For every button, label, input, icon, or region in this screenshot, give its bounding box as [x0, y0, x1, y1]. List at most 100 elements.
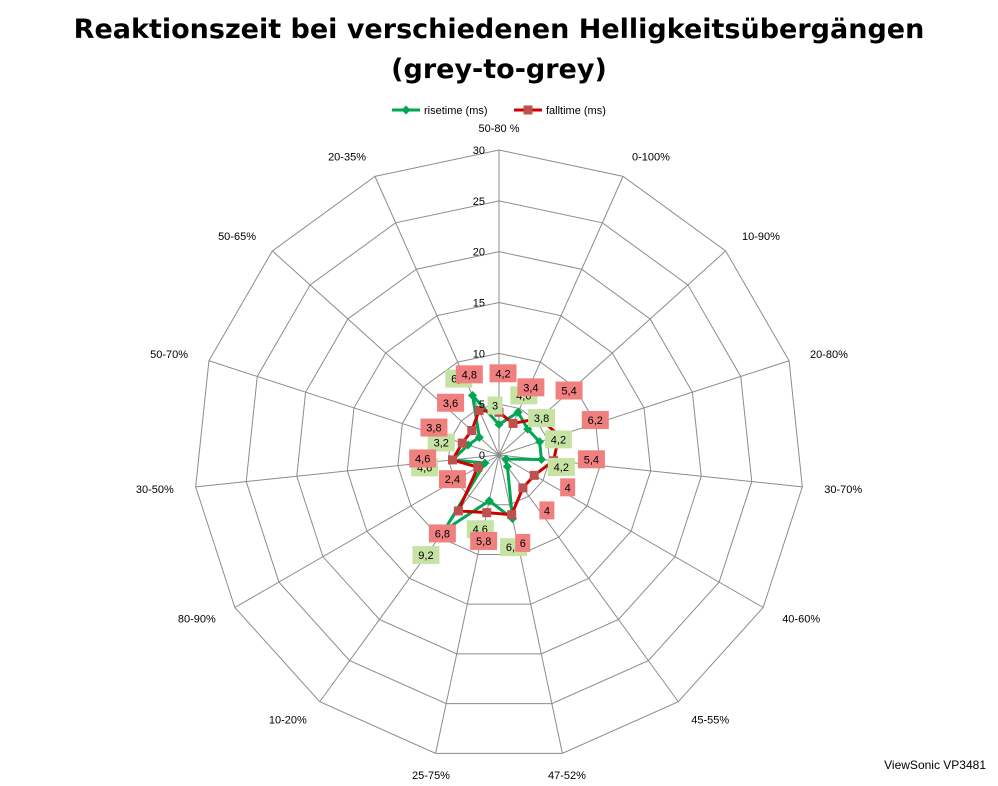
tick-label: 10 [473, 348, 485, 360]
chart-title-line2: (grey-to-grey) [391, 54, 607, 85]
data-label-bg [455, 365, 483, 384]
data-label: 3,4 [523, 382, 538, 394]
falltime-marker [518, 483, 528, 493]
falltime-marker [453, 506, 463, 516]
grid-spoke [319, 454, 500, 703]
tick-label: 0 [479, 450, 485, 462]
radar-grid [195, 149, 803, 754]
legend-label: falltime (ms) [546, 105, 606, 117]
data-label: 3,6 [443, 398, 458, 410]
data-label: 5,4 [561, 386, 576, 398]
data-label-bg [427, 433, 455, 452]
data-label: 6,2 [588, 415, 603, 427]
legend-label: risetime (ms) [424, 105, 488, 117]
falltime-marker [529, 470, 539, 480]
category-label: 20-35% [328, 151, 366, 163]
category-label: 30-50% [136, 484, 174, 496]
risetime-marker [468, 391, 478, 401]
data-label: 3,2 [434, 438, 449, 450]
data-label-bg [487, 396, 503, 415]
risetime-marker [480, 458, 490, 468]
data-label: 4,2 [551, 434, 566, 446]
falltime-marker [508, 418, 518, 428]
category-label: 30-70% [824, 484, 862, 496]
grid-ring [346, 301, 652, 605]
legend-marker [523, 105, 533, 115]
grid-ring [296, 251, 702, 655]
data-label: 5,4 [584, 454, 599, 466]
grid-ring [397, 352, 601, 555]
grid-spoke [498, 454, 679, 703]
data-label-bg [470, 531, 498, 550]
data-label: 3,8 [534, 413, 549, 425]
category-label: 10-20% [269, 715, 307, 727]
tick-label: 20 [473, 247, 485, 259]
risetime-marker [536, 454, 546, 464]
legend: risetime (ms) falltime (ms) [392, 105, 606, 117]
category-label: 50-65% [218, 231, 256, 243]
tick-label: 5 [479, 399, 485, 411]
chart-title-line1: Reaktionszeit bei verschiedenen Helligke… [73, 14, 925, 45]
grid-spoke [272, 250, 500, 456]
data-label-bg [412, 546, 440, 565]
tick-label: 30 [473, 145, 485, 157]
data-label: 4,2 [495, 368, 510, 380]
data-label-bg [555, 381, 583, 400]
falltime-marker [507, 510, 517, 520]
grid-spoke [498, 176, 624, 456]
falltime-marker [447, 455, 457, 465]
data-label-bg [489, 364, 517, 383]
data-label-bg [517, 378, 545, 397]
value-axis-ticks: 0 5 10 15 20 25 30 [473, 145, 485, 462]
risetime-marker [501, 454, 511, 464]
risetime-marker [535, 437, 545, 447]
chart-title: Reaktionszeit bei verschiedenen Helligke… [0, 10, 998, 90]
falltime-marker [467, 426, 477, 436]
legend-marker [401, 105, 411, 115]
data-label: 4 [544, 505, 550, 517]
category-label: 50-80 % [479, 123, 520, 135]
falltime-marker [473, 462, 483, 472]
data-label-bg [547, 457, 575, 476]
falltime-marker [474, 405, 484, 415]
category-label: 20-80% [810, 349, 848, 361]
falltime-marker [482, 508, 492, 518]
tick-label: 15 [473, 298, 485, 310]
data-label: 4,2 [554, 462, 569, 474]
category-label: 50-70% [150, 349, 188, 361]
data-label-bg [438, 470, 466, 489]
watermark: ViewSonic VP3481 [884, 758, 986, 772]
data-label-bg [560, 478, 576, 497]
category-label: 45-55% [691, 715, 729, 727]
data-label: 5,8 [476, 536, 491, 548]
risetime-marker [474, 432, 484, 442]
data-label: 6,8 [435, 528, 450, 540]
data-label-bg [581, 411, 609, 430]
data-label-bg [409, 449, 437, 468]
data-label: 4,8 [462, 369, 477, 381]
category-labels: 50-80 % 0-100% 10-90% 20-80% 30-70% 40-60% 45-… [136, 123, 862, 782]
risetime-marker [513, 407, 523, 417]
category-label: 80-90% [178, 614, 216, 626]
data-label-bg [428, 524, 456, 543]
grid-ring [447, 403, 551, 506]
risetime-marker [484, 496, 494, 506]
data-label-bg [539, 501, 555, 520]
data-label-bg [437, 393, 465, 412]
data-label: 2,4 [445, 474, 460, 486]
data-label: 3 [492, 401, 498, 413]
category-label: 0-100% [632, 151, 670, 163]
series-line-0 [442, 394, 543, 533]
grid-spoke [498, 454, 563, 754]
data-labels: 34,63,84,24,26,44,69,24,63,26,44,23,45,4… [409, 364, 609, 565]
category-label: 40-60% [782, 614, 820, 626]
risetime-marker [502, 462, 512, 472]
data-label: 9,2 [418, 550, 433, 562]
data-label-bg [420, 418, 448, 437]
grid-spoke [498, 454, 764, 608]
data-label: 6 [520, 538, 526, 550]
falltime-marker [457, 438, 467, 448]
tick-label: 25 [473, 196, 485, 208]
grid-ring [245, 200, 753, 705]
